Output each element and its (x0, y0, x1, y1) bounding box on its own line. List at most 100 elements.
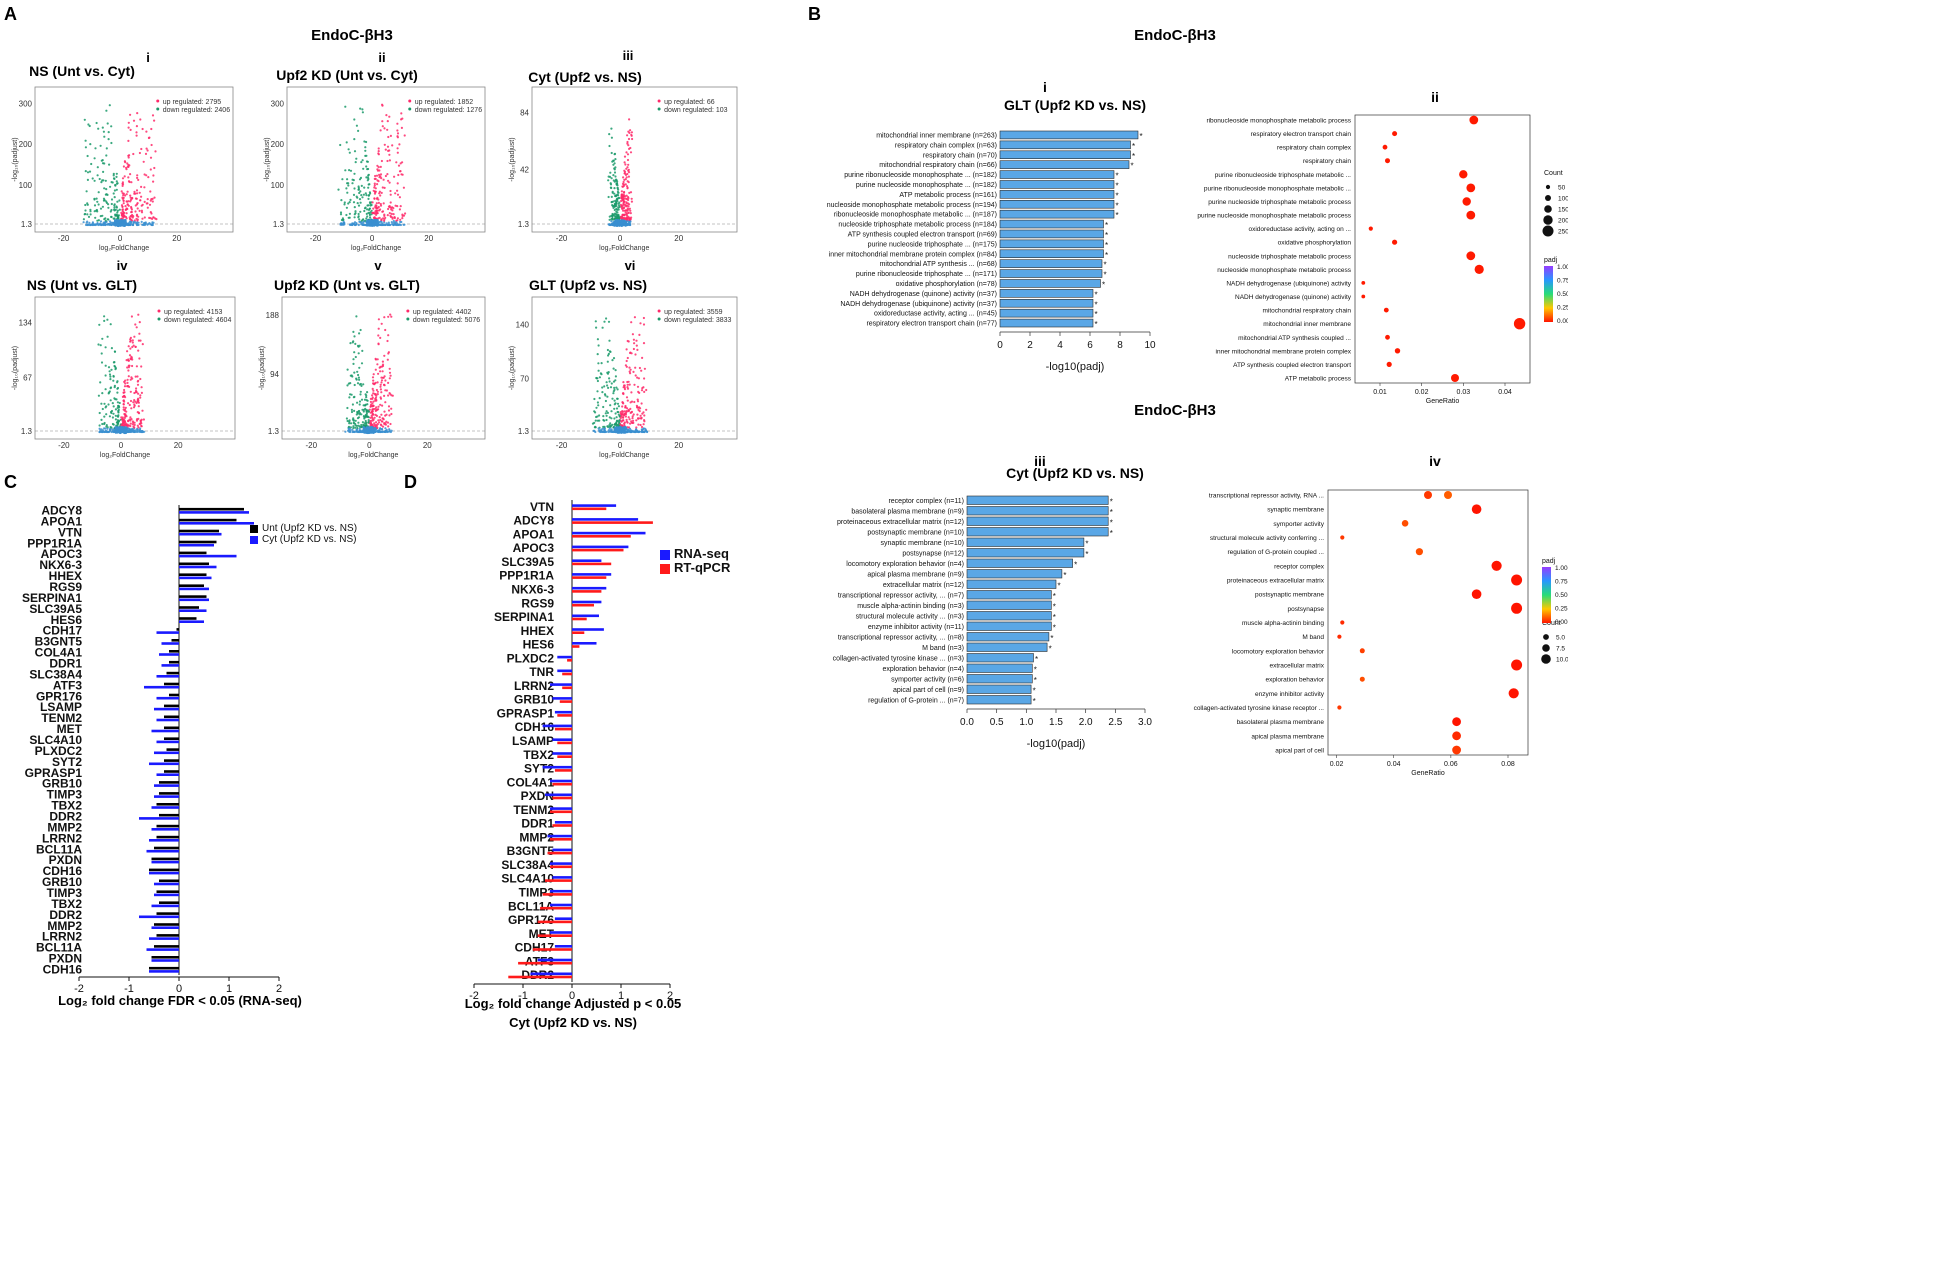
volcano-point (352, 426, 355, 430)
volcano-point (363, 398, 367, 401)
go-bar (999, 200, 1115, 209)
gene-bar (179, 522, 254, 525)
volcano-point (387, 425, 390, 428)
gene-bar-label: SERPINA1 (22, 591, 82, 605)
volcano-point (603, 430, 606, 434)
gene-bar-label: SYT2 (52, 755, 82, 769)
volcano-point (595, 376, 598, 380)
volcano-point (356, 426, 359, 430)
volcano-point (137, 392, 140, 395)
volcano-point (107, 206, 110, 209)
volcano-point (359, 176, 363, 179)
volcano-point (607, 429, 610, 432)
go-bar (999, 289, 1094, 298)
go-dot (1474, 264, 1484, 274)
gene-bar-label: DDR2 (49, 810, 82, 824)
go-dot-label: extracellular matrix (1269, 663, 1324, 670)
volcano-point (623, 183, 626, 186)
volcano-point (111, 422, 114, 426)
volcano-point (105, 109, 108, 112)
volcano-point (111, 402, 114, 405)
volcano-point (607, 175, 610, 178)
volcano-point (118, 426, 121, 429)
volcano-point (381, 186, 384, 189)
volcano-point (110, 411, 113, 415)
volcano-point (366, 215, 369, 218)
volcano-point (622, 221, 626, 225)
volcano-point (623, 161, 626, 164)
go-dot-xtick: 0.02 (1330, 761, 1344, 768)
volcano-point (629, 422, 632, 425)
volcano-point (87, 215, 91, 218)
go-dot-legend-count-dot (1542, 225, 1554, 237)
gene-bar (572, 590, 602, 593)
gene-bar (557, 655, 572, 659)
volcano-point (635, 419, 638, 422)
gene-bar (146, 948, 179, 951)
volcano-point (623, 388, 627, 391)
gene-bar-xtick: 1 (226, 983, 232, 995)
volcano-point (380, 191, 383, 194)
volcano-point (622, 381, 625, 384)
volcano-point (373, 182, 376, 185)
volcano-point (354, 426, 357, 429)
volcano-point (379, 129, 382, 132)
volcano-point (365, 217, 368, 220)
volcano-point (125, 217, 128, 220)
volcano-title: Upf2 KD (Unt vs. GLT) (274, 277, 420, 293)
go-bar-star: * (1110, 529, 1113, 538)
volcano-point (610, 410, 613, 413)
volcano-point (104, 221, 107, 224)
volcano-point (130, 407, 133, 410)
volcano-point (623, 217, 627, 220)
volcano-point (346, 368, 349, 371)
gene-bar (572, 535, 631, 538)
gene-bar (149, 871, 179, 875)
volcano-point (104, 427, 107, 430)
volcano-point (596, 379, 600, 383)
volcano-point (384, 401, 387, 404)
gene-bar-label: DDR1 (49, 657, 82, 671)
volcano-point (629, 129, 632, 132)
go-bar-xtick: 10 (1144, 340, 1156, 351)
go-dot-label: ribonucleoside monophosphate metabolic p… (1206, 118, 1351, 125)
volcano-point (139, 396, 142, 399)
volcano-legend-up-dot (406, 309, 410, 313)
volcano-point (631, 417, 634, 420)
volcano-point (129, 194, 132, 197)
volcano-point (379, 173, 383, 176)
volcano-point (109, 375, 112, 378)
volcano-point (151, 114, 155, 117)
volcano-point (635, 426, 638, 429)
volcano-point (348, 212, 351, 215)
volcano-point (141, 343, 144, 346)
volcano-point (354, 161, 357, 164)
volcano-point (141, 430, 144, 434)
volcano-point (139, 394, 142, 397)
gene-bar (562, 672, 572, 676)
volcano-point (116, 401, 119, 404)
go-dot (1471, 589, 1482, 599)
volcano-point (127, 163, 130, 167)
volcano-point (96, 174, 99, 177)
volcano-point (368, 201, 372, 204)
gene-bar (550, 903, 572, 907)
volcano-point (640, 425, 644, 429)
volcano-point (122, 199, 125, 202)
go-dot (1508, 688, 1519, 699)
volcano-point (97, 223, 100, 227)
volcano-point (114, 398, 117, 401)
volcano-point (623, 410, 626, 413)
volcano-point (121, 212, 125, 215)
gene-bar (542, 724, 572, 728)
gene-bar-label: BCL11A (36, 941, 82, 955)
volcano-point (362, 193, 365, 196)
volcano-point (621, 196, 624, 199)
gene-bar (572, 518, 639, 521)
volcano-point (101, 407, 104, 411)
volcano-point (377, 217, 380, 220)
volcano-point (376, 423, 379, 426)
volcano-point (102, 130, 105, 133)
volcano-point (383, 218, 386, 221)
volcano-point (377, 150, 380, 153)
